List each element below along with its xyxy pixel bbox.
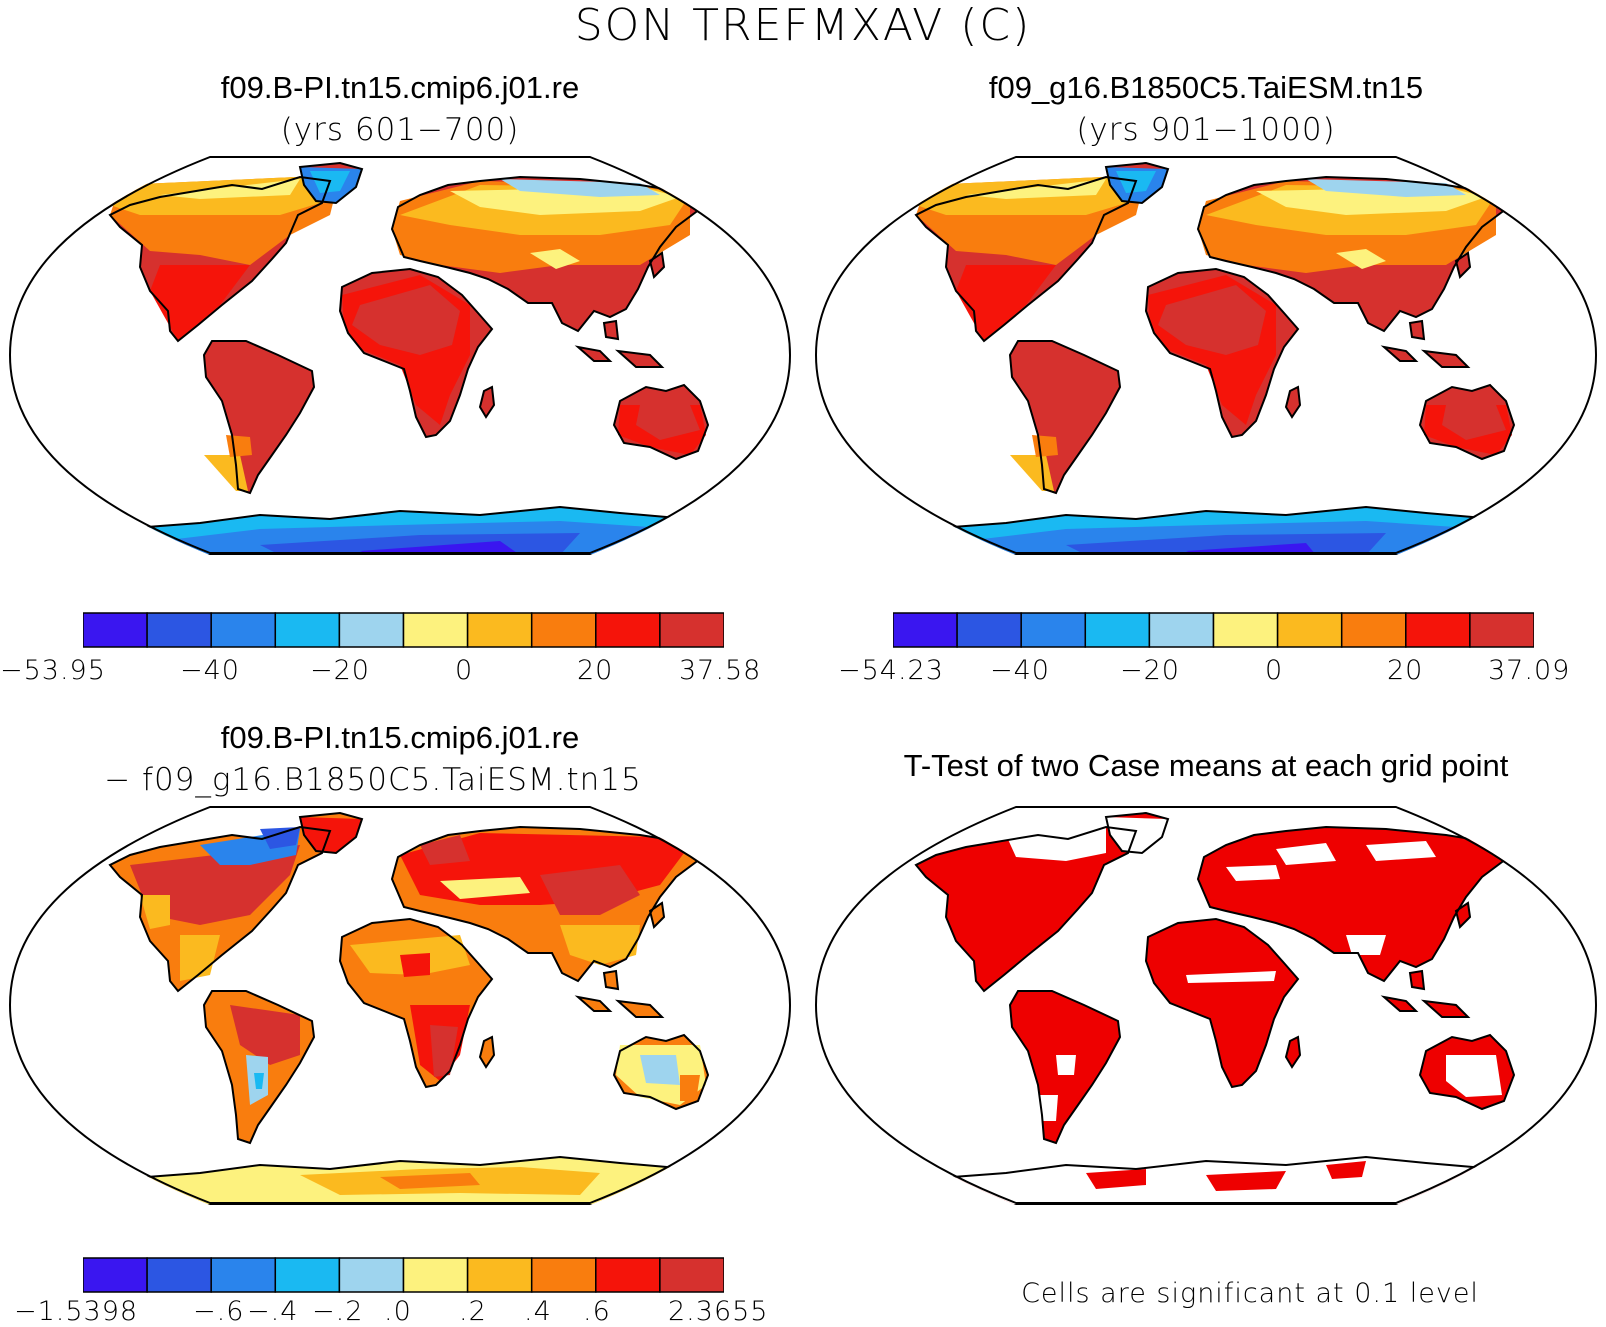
top-right-map — [814, 155, 1598, 555]
top-right-colorbar — [893, 612, 1534, 648]
colorbar-swatch — [402, 612, 469, 648]
colorbar-label: −.4 — [247, 1296, 299, 1327]
colorbar-swatch — [1148, 612, 1215, 648]
colorbar-swatch — [466, 612, 533, 648]
bottom-left-panel-title: f09.B-PI.tn15.cmip6.j01.re — [220, 720, 580, 755]
colorbar-swatch — [1212, 612, 1279, 648]
colorbar-swatch — [1276, 612, 1343, 648]
colorbar-label: 20 — [1387, 655, 1424, 686]
top-right-colorbar-swatches — [893, 612, 1534, 648]
colorbar-label: .0 — [384, 1296, 412, 1327]
bottom-right-map — [814, 805, 1598, 1205]
colorbar-label: 2.3655 — [668, 1296, 769, 1327]
colorbar-swatch — [146, 1257, 212, 1293]
colorbar-swatch — [83, 612, 148, 648]
colorbar-label: −40 — [180, 655, 240, 686]
colorbar-label: −40 — [990, 655, 1050, 686]
colorbar-label: .2 — [459, 1296, 487, 1327]
bottom-left-colorbar-swatches — [83, 1257, 724, 1293]
colorbar-label: 0 — [455, 655, 474, 686]
colorbar-swatch — [1340, 612, 1407, 648]
bottom-left-land-fill — [110, 813, 720, 1205]
colorbar-label: 37.09 — [1488, 655, 1571, 686]
colorbar-swatch — [893, 612, 958, 648]
colorbar-label: −20 — [1120, 655, 1180, 686]
colorbar-swatch — [274, 612, 341, 648]
significance-note: Cells are significant at 0.1 level — [1021, 1278, 1479, 1309]
colorbar-label: 0 — [1265, 655, 1284, 686]
colorbar-swatch — [1084, 612, 1151, 648]
colorbar-swatch — [530, 1257, 597, 1293]
colorbar-swatch — [1020, 612, 1087, 648]
colorbar-swatch — [530, 612, 597, 648]
top-left-panel-title: f09.B-PI.tn15.cmip6.j01.re — [220, 70, 580, 105]
colorbar-label: −53.95 — [0, 655, 106, 686]
colorbar-swatch — [659, 612, 724, 648]
colorbar-swatch — [210, 612, 277, 648]
colorbar-swatch — [595, 1257, 661, 1293]
colorbar-label: 37.58 — [679, 655, 762, 686]
colorbar-label: −.2 — [312, 1296, 364, 1327]
colorbar-swatch — [146, 612, 212, 648]
top-left-map — [8, 155, 792, 555]
colorbar-label: .6 — [583, 1296, 611, 1327]
colorbar-swatch — [274, 1257, 341, 1293]
colorbar-swatch — [402, 1257, 469, 1293]
top-left-panel-subtitle: (yrs 601−700) — [280, 112, 520, 148]
colorbar-label: −.6 — [193, 1296, 245, 1327]
colorbar-swatch — [83, 1257, 148, 1293]
top-left-land-fill — [110, 163, 720, 555]
top-right-panel-title: f09_g16.B1850C5.TaiESM.tn15 — [988, 70, 1424, 105]
bottom-left-colorbar — [83, 1257, 724, 1293]
top-right-panel-subtitle: (yrs 901−1000) — [1076, 112, 1336, 148]
colorbar-swatch — [466, 1257, 533, 1293]
top-right-land-fill — [916, 163, 1526, 555]
colorbar-label: .4 — [524, 1296, 552, 1327]
colorbar-swatch — [659, 1257, 724, 1293]
colorbar-swatch — [338, 1257, 405, 1293]
colorbar-swatch — [595, 612, 661, 648]
colorbar-swatch — [1469, 612, 1534, 648]
colorbar-swatch — [338, 612, 405, 648]
bottom-left-panel-subtitle: − f09_g16.B1850C5.TaiESM.tn15 — [104, 762, 642, 798]
colorbar-swatch — [1405, 612, 1471, 648]
bottom-left-map — [8, 805, 792, 1205]
colorbar-swatch — [956, 612, 1022, 648]
figure-title: SON TREFMXAV (C) — [574, 0, 1032, 51]
colorbar-swatch — [210, 1257, 277, 1293]
top-left-colorbar-swatches — [83, 612, 724, 648]
colorbar-label: −1.5398 — [14, 1296, 139, 1327]
colorbar-label: −54.23 — [838, 655, 944, 686]
top-left-colorbar — [83, 612, 724, 648]
bottom-right-panel-title: T-Test of two Case means at each grid po… — [903, 748, 1509, 783]
colorbar-label: 20 — [577, 655, 614, 686]
colorbar-label: −20 — [310, 655, 370, 686]
